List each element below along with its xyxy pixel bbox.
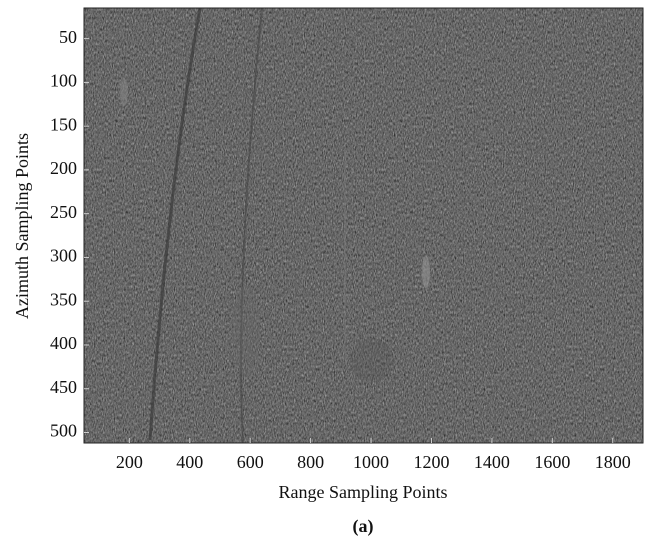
y-tick-label: 50 — [59, 27, 77, 47]
image-texture — [84, 8, 643, 443]
x-tick-label: 400 — [176, 452, 203, 472]
y-axis-label: Azimuth Sampling Points — [12, 133, 32, 319]
x-tick-label: 200 — [116, 452, 143, 472]
plot-frame — [83, 7, 644, 444]
y-tick-label: 200 — [50, 158, 77, 178]
x-tick-label: 1200 — [413, 452, 449, 472]
x-tick-label: 600 — [237, 452, 264, 472]
image-bright-area — [120, 78, 128, 106]
y-tick-label: 300 — [50, 246, 77, 266]
x-tick-label: 1600 — [534, 452, 570, 472]
image-bright-area — [422, 256, 430, 288]
y-tick-label: 400 — [50, 333, 77, 353]
sar-image — [84, 7, 643, 444]
x-axis-label: Range Sampling Points — [278, 482, 447, 502]
image-streak — [148, 7, 202, 441]
y-tick-label: 100 — [50, 71, 77, 91]
x-tick-label: 1000 — [353, 452, 389, 472]
y-tick-label: 150 — [50, 114, 77, 134]
image-bright-area — [350, 338, 394, 382]
x-tick-label: 1400 — [474, 452, 510, 472]
image-bright-area — [232, 285, 260, 375]
x-tick-label: 800 — [297, 452, 324, 472]
y-tick-label: 350 — [50, 289, 77, 309]
caption: (a) — [353, 516, 374, 537]
y-tick-label: 250 — [50, 202, 77, 222]
image-streak — [240, 7, 263, 444]
x-tick-label: 1800 — [595, 452, 631, 472]
y-tick-label: 450 — [50, 377, 77, 397]
y-tick-label: 500 — [50, 421, 77, 441]
